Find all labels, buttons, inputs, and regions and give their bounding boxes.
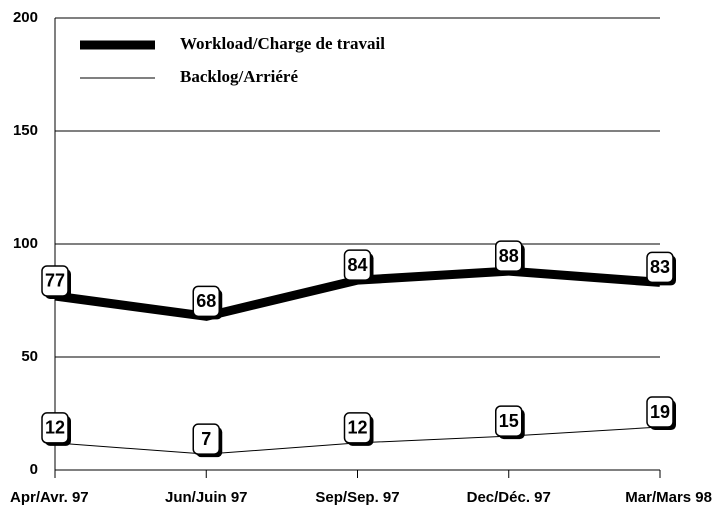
y-tick-label: 200 — [13, 9, 38, 26]
y-tick-label: 0 — [30, 461, 38, 478]
label-box — [646, 396, 674, 428]
x-tick-label: Mar/Mars 98 — [625, 489, 712, 506]
data-label: 84 — [347, 255, 367, 275]
y-tick-label: 150 — [13, 122, 38, 139]
data-label: 12 — [347, 418, 367, 438]
x-tick-label: Apr/Avr. 97 — [10, 489, 89, 506]
label-box — [646, 251, 674, 284]
label-box — [41, 412, 69, 444]
label-box — [495, 405, 523, 437]
y-tick-label: 100 — [13, 235, 38, 252]
data-label: 19 — [650, 402, 670, 422]
data-label: 83 — [650, 257, 670, 277]
data-label: 15 — [499, 411, 519, 431]
label-box — [192, 423, 220, 455]
data-label: 68 — [196, 291, 216, 311]
label-box — [495, 240, 523, 272]
x-tick-label: Jun/Juin 97 — [165, 489, 248, 506]
label-box — [41, 265, 69, 297]
x-tick-label: Sep/Sep. 97 — [315, 489, 399, 506]
y-tick-label: 50 — [21, 348, 38, 365]
legend-label: Backlog/Arriéré — [180, 67, 298, 86]
legend-label: Workload/Charge de travail — [180, 34, 385, 53]
label-box — [343, 249, 372, 281]
data-label: 12 — [45, 418, 65, 438]
x-tick-label: Dec/Déc. 97 — [467, 489, 551, 506]
data-label: 7 — [201, 429, 211, 449]
label-box — [192, 285, 220, 318]
data-label: 88 — [499, 246, 519, 266]
data-label: 77 — [45, 271, 65, 291]
label-box — [343, 412, 372, 444]
